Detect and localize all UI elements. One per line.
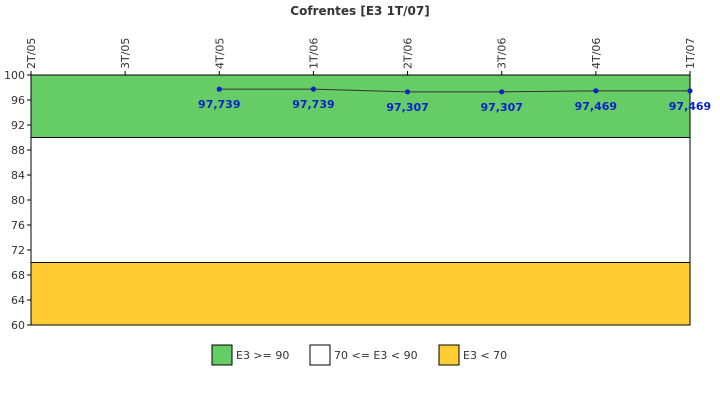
data-label: 97,307 [386,101,428,114]
y-tick-label: 64 [11,294,25,307]
data-point [404,89,411,95]
x-tick-label: 3T/05 [119,38,132,69]
y-tick-label: 92 [11,119,25,132]
band-2 [30,262,691,326]
legend-swatch-1 [309,344,331,366]
legend-swatch-0 [211,344,233,366]
y-tick-label: 60 [11,319,25,332]
y-tick-label: 76 [11,219,25,232]
x-tick-label: 1T/06 [307,38,320,69]
data-label: 97,469 [575,100,617,113]
data-point [499,89,505,95]
chart-title: Cofrentes [E3 1T/07] [290,4,429,18]
data-label: 97,469 [669,100,711,113]
band-1 [30,137,691,263]
y-tick-label: 72 [11,244,25,257]
legend-swatch-2 [438,344,460,366]
data-label: 97,739 [198,98,240,111]
data-label: 97,307 [480,101,522,114]
y-tick-label: 100 [4,69,25,82]
x-tick-label: 1T/07 [684,38,697,69]
data-point [310,86,317,92]
y-tick-label: 88 [11,144,25,157]
x-tick-label: 3T/06 [496,38,509,69]
y-tick-label: 84 [11,169,25,182]
y-tick-label: 80 [11,194,25,207]
data-point [687,88,693,94]
data-label: 97,739 [292,98,334,111]
legend: E3 >= 90 70 <= E3 < 90 E3 < 70 [211,344,507,366]
series-layer: 97,739 97,739 97,307 97,307 97,469 97,469 [198,86,711,114]
x-tick-label: 4T/05 [213,38,226,69]
data-point [216,86,222,92]
y-tick-label: 68 [11,269,25,282]
x-tick-label: 2T/05 [25,38,38,69]
series-line [219,88,690,93]
band-0 [30,74,691,138]
y-tick-label: 96 [11,94,25,107]
legend-label-1: 70 <= E3 < 90 [334,349,418,362]
x-tick-label: 4T/06 [590,38,603,69]
bands-layer [30,74,691,326]
x-tick-label: 2T/06 [402,38,415,69]
legend-label-0: E3 >= 90 [236,349,289,362]
legend-label-2: E3 < 70 [463,349,507,362]
data-point [593,88,599,94]
